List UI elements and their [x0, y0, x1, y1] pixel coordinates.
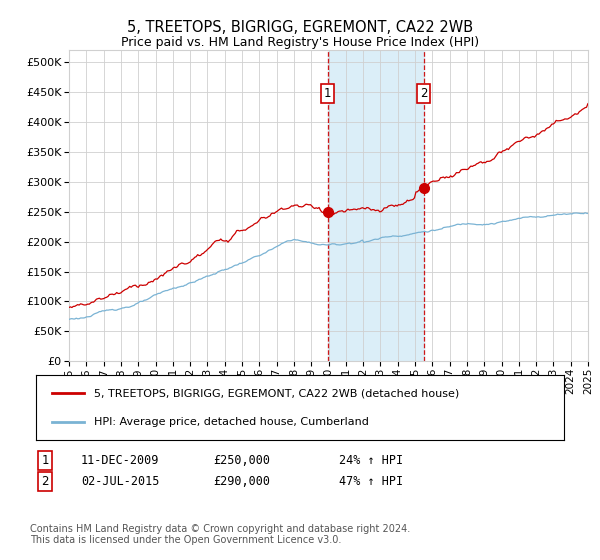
Text: 02-JUL-2015: 02-JUL-2015: [81, 475, 160, 488]
Text: 47% ↑ HPI: 47% ↑ HPI: [339, 475, 403, 488]
Text: 1: 1: [41, 454, 49, 467]
Text: 24% ↑ HPI: 24% ↑ HPI: [339, 454, 403, 467]
Text: 1: 1: [324, 87, 331, 100]
Bar: [328, 50, 424, 361]
Text: £290,000: £290,000: [213, 475, 270, 488]
Text: 2: 2: [41, 475, 49, 488]
Text: Price paid vs. HM Land Registry's House Price Index (HPI): Price paid vs. HM Land Registry's House …: [121, 36, 479, 49]
Text: 5, TREETOPS, BIGRIGG, EGREMONT, CA22 2WB: 5, TREETOPS, BIGRIGG, EGREMONT, CA22 2WB: [127, 20, 473, 35]
Text: £250,000: £250,000: [213, 454, 270, 467]
Text: Contains HM Land Registry data © Crown copyright and database right 2024.
This d: Contains HM Land Registry data © Crown c…: [30, 524, 410, 545]
Text: 2: 2: [420, 87, 427, 100]
Text: 11-DEC-2009: 11-DEC-2009: [81, 454, 160, 467]
Text: 5, TREETOPS, BIGRIGG, EGREMONT, CA22 2WB (detached house): 5, TREETOPS, BIGRIGG, EGREMONT, CA22 2WB…: [94, 388, 460, 398]
Text: HPI: Average price, detached house, Cumberland: HPI: Average price, detached house, Cumb…: [94, 417, 369, 427]
